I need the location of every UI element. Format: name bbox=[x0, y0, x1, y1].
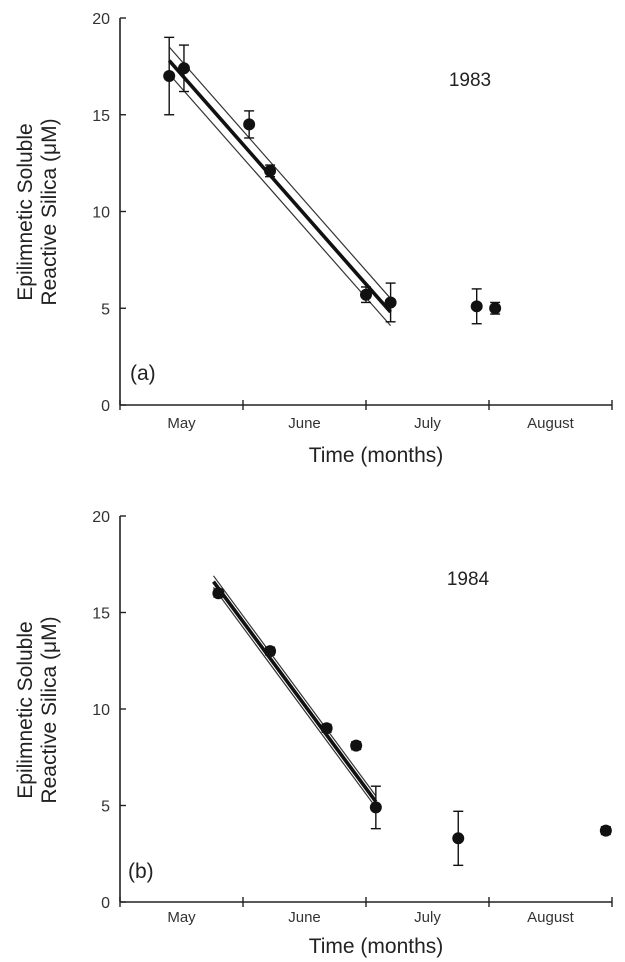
x-axis-title: Time (months) bbox=[309, 935, 444, 958]
panel-label: (a) bbox=[130, 362, 156, 385]
x-tick-label: June bbox=[288, 909, 321, 926]
y-tick-label: 20 bbox=[92, 11, 110, 28]
data-point bbox=[452, 832, 465, 845]
x-tick-label: July bbox=[414, 909, 441, 926]
data-point bbox=[470, 300, 483, 313]
y-tick-label: 10 bbox=[92, 702, 110, 719]
year-annotation: 1983 bbox=[449, 70, 491, 91]
y-tick-label: 5 bbox=[101, 301, 110, 318]
y-axis-title-line1: Epilimnetic Soluble bbox=[14, 621, 37, 798]
x-tick-label: August bbox=[527, 909, 575, 926]
data-point bbox=[264, 164, 277, 177]
y-tick-label: 15 bbox=[92, 606, 110, 623]
x-tick-label: July bbox=[414, 415, 441, 432]
confidence-band-lower bbox=[212, 587, 377, 808]
y-tick-label: 5 bbox=[101, 799, 110, 816]
y-axis-title-line1: Epilimnetic Soluble bbox=[14, 123, 37, 300]
y-tick-label: 0 bbox=[101, 398, 110, 415]
y-axis-title-line2: Reactive Silica (μM) bbox=[38, 118, 61, 305]
x-tick-label: May bbox=[167, 415, 196, 432]
year-annotation: 1984 bbox=[447, 569, 490, 590]
data-point bbox=[360, 288, 372, 301]
panel-label: (b) bbox=[128, 860, 154, 883]
y-axis-title-line2: Reactive Silica (μM) bbox=[38, 616, 61, 803]
x-tick-label: May bbox=[167, 909, 196, 926]
panel-a: 0 5 10 15 20 May June July August Time (months) Ep… bbox=[14, 11, 613, 467]
data-point bbox=[599, 824, 612, 837]
data-point bbox=[384, 296, 397, 309]
data-point bbox=[489, 302, 502, 315]
x-tick-label: August bbox=[527, 415, 575, 432]
data-point bbox=[243, 118, 256, 131]
confidence-band-lower bbox=[168, 73, 392, 327]
data-point bbox=[320, 722, 333, 735]
data-point bbox=[163, 70, 176, 83]
x-tick-label: June bbox=[288, 415, 321, 432]
data-point bbox=[369, 801, 382, 814]
y-tick-label: 20 bbox=[92, 509, 110, 526]
data-point bbox=[212, 587, 225, 600]
regression-line bbox=[167, 59, 392, 314]
regression-line bbox=[212, 580, 378, 803]
data-point bbox=[177, 62, 190, 75]
x-axis-title: Time (months) bbox=[309, 444, 444, 467]
y-tick-label: 0 bbox=[101, 895, 110, 912]
y-tick-label: 15 bbox=[92, 108, 110, 125]
data-point bbox=[350, 739, 363, 752]
panel-b: 0 5 10 15 20 May June July August Time (months) Ep… bbox=[14, 509, 613, 958]
confidence-band-upper bbox=[212, 575, 377, 797]
data-point bbox=[264, 645, 277, 658]
y-tick-label: 10 bbox=[92, 205, 110, 222]
confidence-band-upper bbox=[168, 46, 392, 299]
